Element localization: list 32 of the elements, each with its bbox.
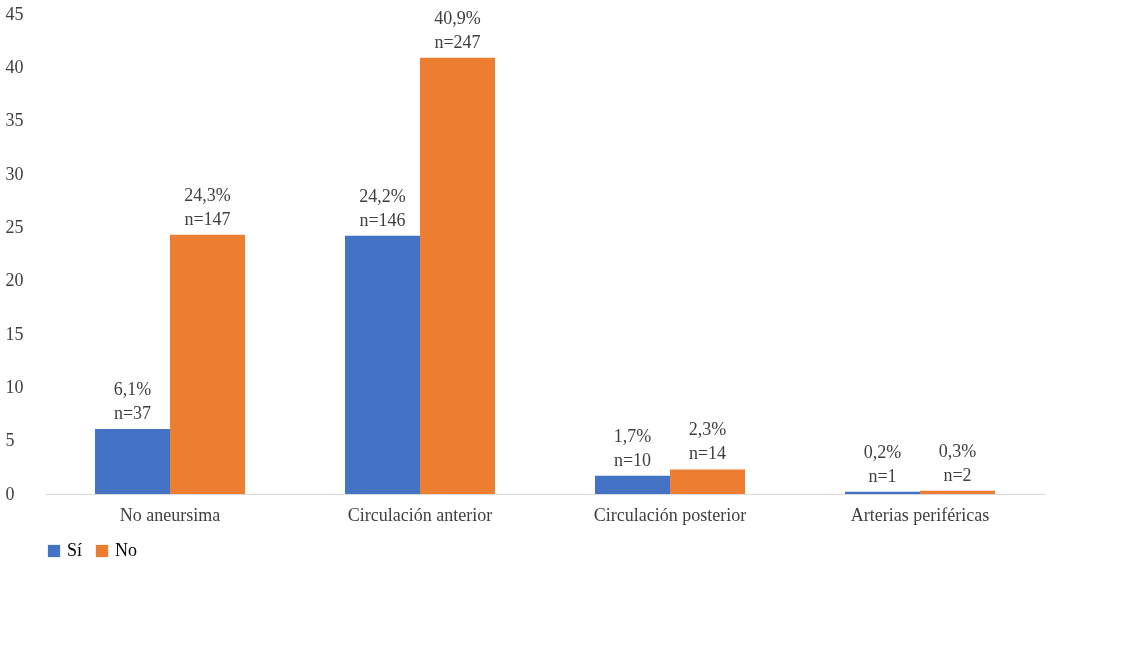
y-tick-label: 0: [5, 483, 15, 504]
text: 40,9% n=247: [434, 7, 481, 52]
y-tick-label: 15: [5, 323, 24, 344]
bar: [170, 234, 245, 494]
x-tick-label: Circulación anterior: [347, 504, 493, 525]
y-tick-label: 20: [5, 270, 24, 291]
bar: [95, 428, 170, 494]
bar: [920, 490, 995, 494]
text: 24,2% n=146: [359, 185, 406, 230]
x-tick-label: Arterias periféricas: [850, 504, 990, 525]
y-tick-label: 10: [5, 376, 24, 397]
text: 0,3% n=2: [938, 440, 977, 485]
bar: [595, 475, 670, 494]
y-tick-label: 40: [5, 56, 24, 77]
y-tick-label: 5: [5, 430, 15, 451]
bar: [845, 491, 920, 494]
text: 0,2% n=1: [863, 441, 902, 486]
y-tick-label: 25: [5, 216, 24, 237]
bar: [345, 235, 420, 494]
text: 2,3% n=14: [688, 419, 727, 464]
x-tick-label: No aneursima: [119, 504, 221, 525]
text: 1,7% n=10: [613, 425, 652, 470]
legend-label: No: [115, 540, 137, 560]
y-tick-label: 35: [5, 110, 24, 131]
y-tick-label: 30: [5, 163, 24, 184]
y-tick-label: 45: [5, 3, 24, 24]
text: 6,1% n=37: [113, 378, 152, 423]
text: 24,3% n=147: [184, 184, 231, 229]
legend-label: Sí: [67, 540, 83, 560]
bar: [420, 57, 495, 494]
x-tick-label: Circulación posterior: [593, 504, 747, 525]
bar: [670, 469, 745, 494]
